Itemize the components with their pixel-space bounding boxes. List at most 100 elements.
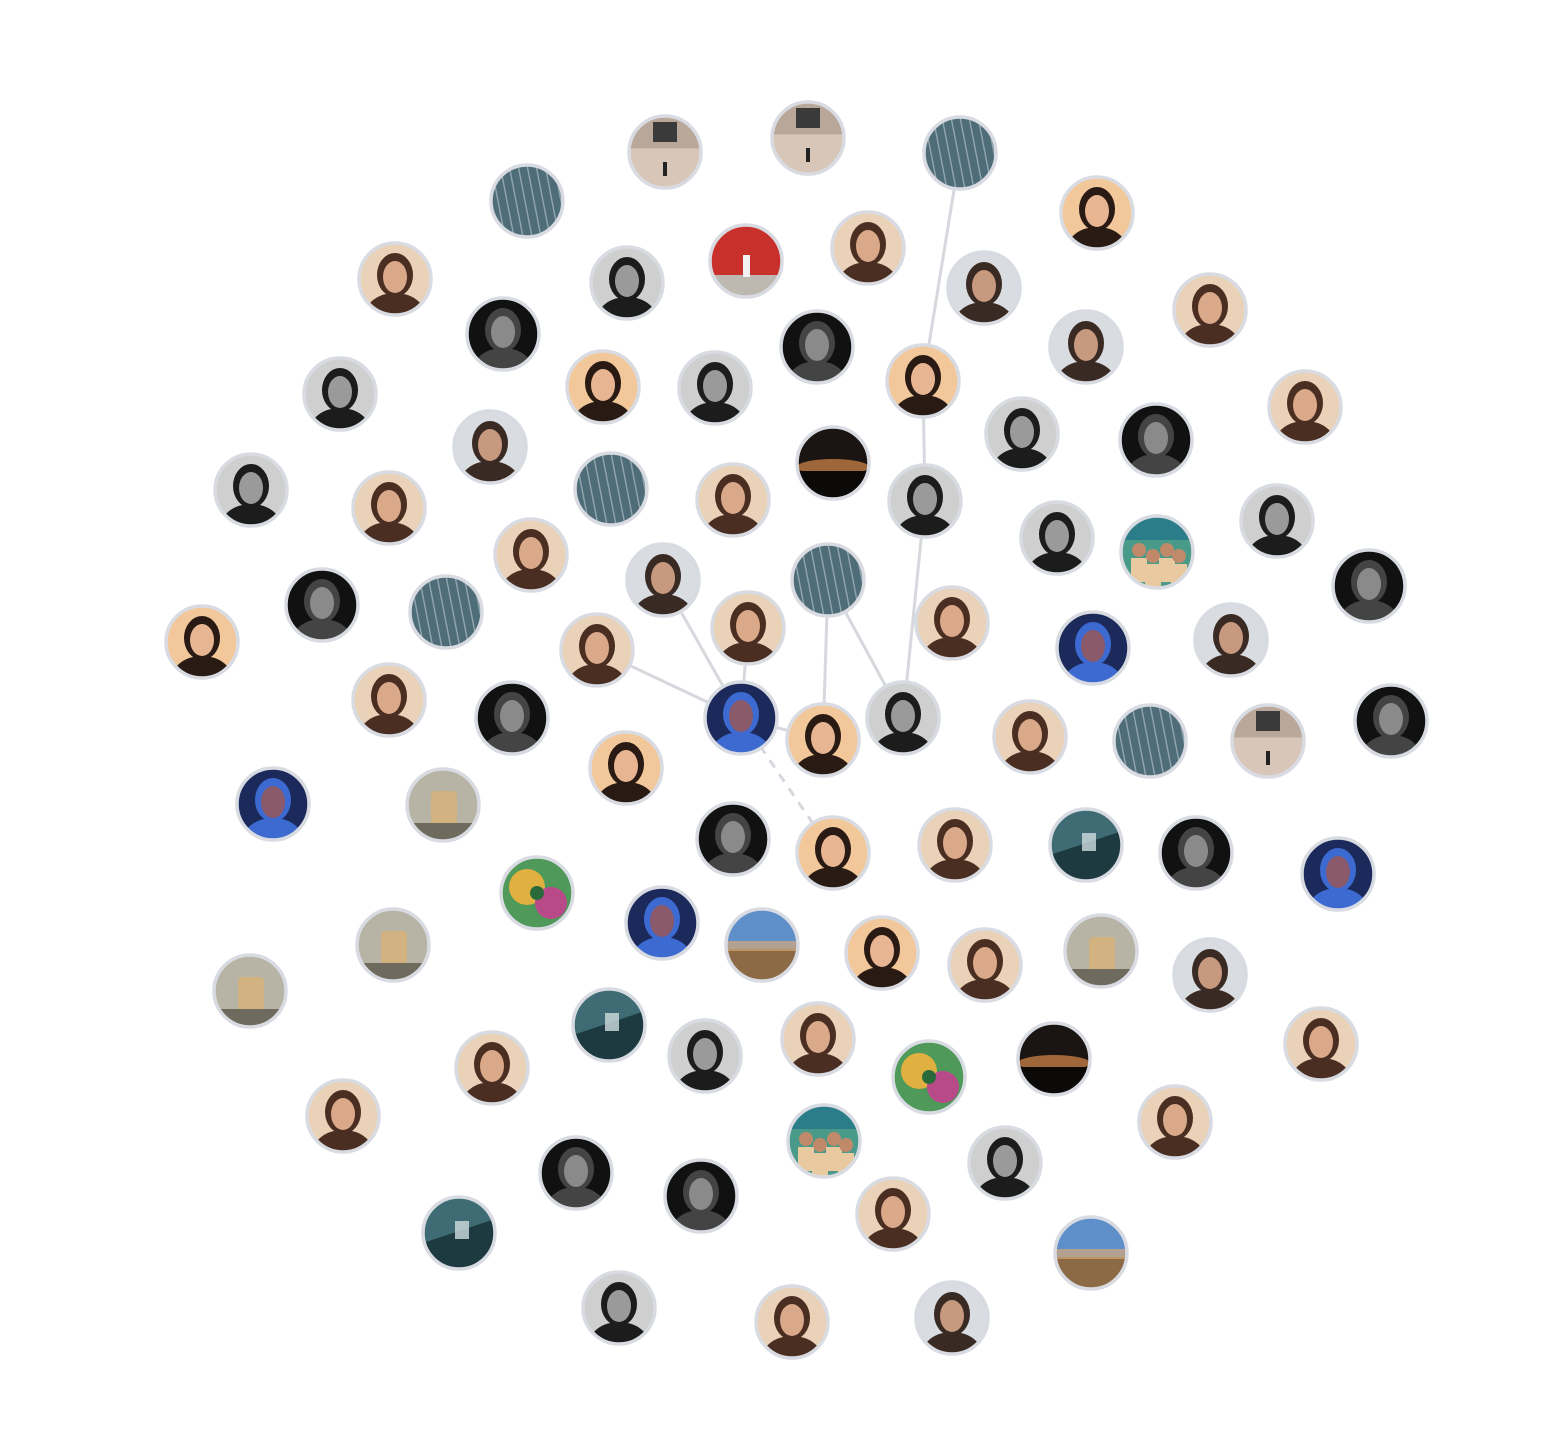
profile-photo	[215, 454, 287, 526]
avatar-node[interactable]	[1193, 602, 1269, 698]
avatar-node[interactable]	[992, 699, 1068, 795]
avatar-node[interactable]	[355, 907, 431, 983]
avatar-node[interactable]	[538, 1135, 614, 1231]
avatar-node[interactable]	[1063, 913, 1139, 989]
avatar-ring	[1239, 483, 1315, 559]
avatar-node[interactable]	[1016, 1021, 1092, 1103]
avatar-node[interactable]	[1230, 703, 1306, 779]
avatar-node[interactable]	[917, 807, 993, 903]
avatar-node[interactable]	[947, 927, 1023, 1023]
avatar-node[interactable]	[695, 801, 771, 897]
avatar-node[interactable]	[780, 1001, 856, 1097]
avatar-node[interactable]	[305, 1078, 381, 1174]
avatar-node[interactable]	[677, 350, 753, 446]
avatar-node[interactable]	[844, 915, 920, 1011]
connected-avatar-node[interactable]	[887, 463, 963, 559]
avatar-node[interactable]	[1048, 807, 1124, 883]
profile-photo	[1021, 502, 1093, 574]
avatar-node[interactable]	[212, 953, 288, 1029]
avatar-node[interactable]	[770, 100, 846, 176]
connected-avatar-node[interactable]	[785, 702, 861, 798]
avatar-node[interactable]	[465, 296, 541, 392]
avatar-node[interactable]	[779, 309, 855, 405]
avatar-node[interactable]	[627, 114, 703, 190]
avatar-ring	[588, 730, 664, 806]
avatar-node[interactable]	[454, 1030, 530, 1126]
avatar-node[interactable]	[1267, 369, 1343, 465]
avatar-node[interactable]	[565, 349, 641, 445]
avatar-node[interactable]	[588, 730, 664, 826]
avatar-node[interactable]	[357, 241, 433, 337]
avatar-node[interactable]	[164, 604, 240, 700]
avatar-node[interactable]	[1331, 548, 1407, 644]
avatar-node[interactable]	[581, 1270, 657, 1366]
avatar-node[interactable]	[914, 585, 990, 681]
avatar-node[interactable]	[493, 517, 569, 613]
avatar-node[interactable]	[855, 1176, 931, 1272]
avatar-node[interactable]	[1053, 1215, 1129, 1293]
avatar-node[interactable]	[284, 567, 360, 663]
connected-avatar-node[interactable]	[922, 115, 1010, 191]
avatar-node[interactable]	[946, 250, 1022, 346]
avatar-node[interactable]	[663, 1158, 739, 1254]
avatar-node[interactable]	[408, 574, 496, 650]
avatar-node[interactable]	[1137, 1084, 1213, 1180]
connected-avatar-node[interactable]	[559, 612, 635, 708]
avatar-node[interactable]	[351, 662, 427, 758]
avatar-node[interactable]	[452, 409, 528, 505]
center-user-avatar[interactable]	[703, 680, 779, 776]
avatar-node[interactable]	[573, 451, 661, 527]
avatar-node[interactable]	[667, 1018, 743, 1114]
avatar-node[interactable]	[1172, 937, 1248, 1033]
connected-avatar-node[interactable]	[710, 590, 786, 686]
profile-photo	[782, 1003, 854, 1075]
avatar-node[interactable]	[499, 855, 575, 931]
avatar-node[interactable]	[967, 1125, 1043, 1221]
avatar-node[interactable]	[708, 223, 784, 305]
avatar-node[interactable]	[213, 452, 289, 548]
avatar-node[interactable]	[589, 245, 665, 341]
avatar-node[interactable]	[351, 470, 427, 566]
avatar-node[interactable]	[1059, 175, 1135, 271]
avatar-node[interactable]	[1119, 514, 1195, 590]
profile-photo	[540, 1137, 612, 1209]
avatar-node[interactable]	[1239, 483, 1315, 579]
avatar-node[interactable]	[754, 1284, 830, 1380]
avatar-node[interactable]	[695, 462, 771, 558]
avatar-node[interactable]	[1158, 815, 1234, 911]
connected-avatar-node[interactable]	[790, 542, 878, 618]
avatar-node[interactable]	[830, 210, 906, 306]
avatar-node[interactable]	[1118, 402, 1194, 498]
avatar-node[interactable]	[1019, 500, 1095, 596]
avatar-node[interactable]	[474, 680, 550, 776]
avatar-node[interactable]	[302, 356, 378, 452]
avatar-node[interactable]	[984, 396, 1060, 492]
avatar-node[interactable]	[891, 1039, 967, 1115]
avatar-node[interactable]	[795, 425, 871, 507]
avatar-node[interactable]	[405, 767, 481, 843]
profile-photo	[994, 701, 1066, 773]
avatar-node[interactable]	[624, 885, 700, 981]
avatar-node[interactable]	[914, 1280, 990, 1376]
avatar-ring	[1019, 500, 1095, 576]
avatar-node[interactable]	[235, 766, 311, 862]
avatar-node[interactable]	[1055, 610, 1131, 706]
connected-avatar-node[interactable]	[625, 542, 701, 638]
avatar-ring	[1331, 548, 1407, 624]
avatar-node[interactable]	[1048, 309, 1124, 405]
connected-avatar-node[interactable]	[885, 343, 961, 439]
avatar-node[interactable]	[571, 987, 647, 1063]
avatar-node[interactable]	[786, 1103, 862, 1179]
avatar-node[interactable]	[724, 907, 800, 985]
avatar-ring	[922, 115, 998, 191]
avatar-node[interactable]	[1172, 272, 1248, 368]
avatar-node[interactable]	[1112, 703, 1200, 779]
avatar-node[interactable]	[489, 163, 577, 239]
connected-avatar-node[interactable]	[795, 815, 871, 911]
avatar-node[interactable]	[1283, 1006, 1359, 1102]
profile-photo	[1061, 177, 1133, 249]
connected-avatar-node[interactable]	[865, 680, 941, 776]
avatar-node[interactable]	[421, 1195, 497, 1271]
avatar-node[interactable]	[1353, 683, 1429, 779]
avatar-node[interactable]	[1300, 836, 1376, 932]
